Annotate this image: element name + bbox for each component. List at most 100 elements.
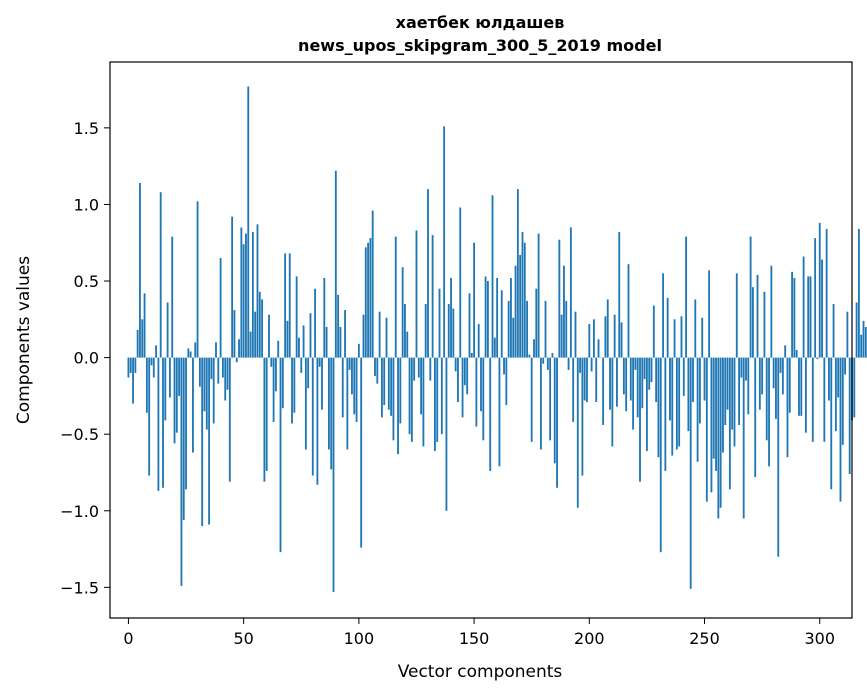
bar xyxy=(429,358,431,381)
bar xyxy=(137,330,139,358)
bar xyxy=(683,358,685,396)
bar xyxy=(432,235,434,358)
bar xyxy=(575,312,577,358)
bar xyxy=(685,237,687,358)
y-tick-label: 0.5 xyxy=(74,272,99,291)
bar xyxy=(356,358,358,422)
bar xyxy=(736,273,738,357)
y-tick-label: −1.0 xyxy=(60,502,99,521)
bar xyxy=(745,358,747,381)
y-axis-label: Components values xyxy=(14,256,34,424)
bar xyxy=(155,345,157,357)
bar xyxy=(485,276,487,357)
chart-title-line-2: news_upos_skipgram_300_5_2019 model xyxy=(298,36,662,55)
bar xyxy=(717,358,719,519)
bar xyxy=(367,243,369,358)
bar xyxy=(386,318,388,358)
bar xyxy=(298,338,300,358)
bar xyxy=(210,358,212,379)
bar xyxy=(681,316,683,357)
bar xyxy=(409,358,411,435)
bar xyxy=(238,339,240,357)
bar xyxy=(176,358,178,433)
bar xyxy=(128,358,130,378)
bar xyxy=(545,301,547,358)
bar xyxy=(727,358,729,410)
bar xyxy=(473,243,475,358)
bar xyxy=(761,358,763,395)
bar xyxy=(399,358,401,424)
bar xyxy=(724,358,726,425)
y-tick-label: −1.5 xyxy=(60,578,99,597)
bar xyxy=(766,358,768,441)
bar xyxy=(404,304,406,358)
y-tick-label: 1.5 xyxy=(74,119,99,138)
bar xyxy=(782,358,784,395)
bar xyxy=(277,341,279,358)
bar xyxy=(310,313,312,357)
bar xyxy=(768,358,770,467)
bar xyxy=(217,358,219,384)
bar xyxy=(489,358,491,471)
y-tick-label: 1.0 xyxy=(74,195,99,214)
bar xyxy=(803,257,805,358)
bar xyxy=(764,292,766,358)
bar xyxy=(588,324,590,358)
bar xyxy=(570,227,572,357)
bar xyxy=(257,224,259,357)
bar xyxy=(586,358,588,402)
bar xyxy=(416,230,418,357)
bar xyxy=(151,358,153,366)
bar xyxy=(621,322,623,357)
bar xyxy=(653,306,655,358)
bar xyxy=(667,298,669,358)
bar xyxy=(734,358,736,447)
bar xyxy=(307,358,309,389)
bar xyxy=(632,358,634,430)
bar xyxy=(185,358,187,490)
bar xyxy=(646,358,648,451)
bar xyxy=(499,358,501,467)
bar xyxy=(810,276,812,357)
bar xyxy=(397,358,399,455)
bar xyxy=(427,189,429,357)
bar xyxy=(153,358,155,378)
bar xyxy=(305,358,307,450)
bar xyxy=(144,293,146,357)
bar xyxy=(770,266,772,358)
bar xyxy=(752,287,754,357)
bar xyxy=(197,201,199,357)
bar xyxy=(335,171,337,358)
bar xyxy=(369,238,371,357)
bar xyxy=(487,281,489,358)
bar xyxy=(713,358,715,459)
bar xyxy=(358,344,360,358)
bar xyxy=(787,358,789,458)
bar xyxy=(254,312,256,358)
bar xyxy=(531,358,533,442)
bar xyxy=(236,358,238,363)
bar xyxy=(512,318,514,358)
bar xyxy=(805,358,807,433)
bar xyxy=(330,358,332,470)
bar xyxy=(406,332,408,358)
bar xyxy=(729,358,731,490)
bar xyxy=(187,348,189,357)
bar xyxy=(266,358,268,471)
bar xyxy=(390,358,392,416)
bar xyxy=(740,358,742,378)
bar xyxy=(206,358,208,430)
bar xyxy=(319,358,321,367)
bar xyxy=(321,358,323,410)
bar xyxy=(780,358,782,373)
bar xyxy=(291,358,293,424)
x-tick-label: 100 xyxy=(344,629,375,648)
bar xyxy=(263,358,265,482)
bar xyxy=(284,253,286,357)
bar xyxy=(623,358,625,395)
bar xyxy=(720,358,722,508)
bar xyxy=(275,358,277,392)
bar xyxy=(528,355,530,358)
bar xyxy=(134,358,136,373)
